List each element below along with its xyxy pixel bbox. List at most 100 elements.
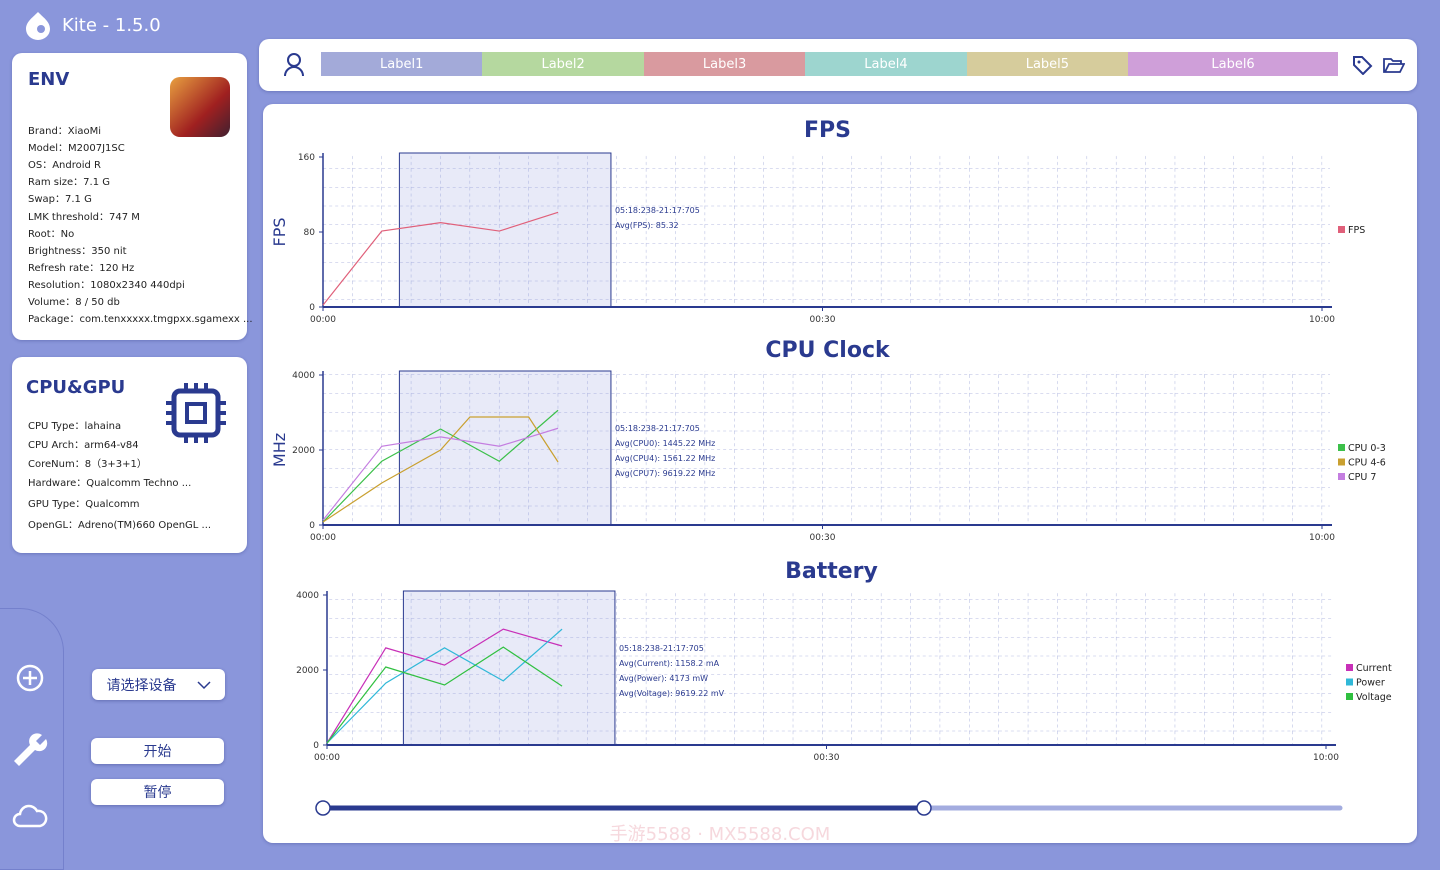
- annotation: Avg(Power): 4173 mW: [619, 674, 708, 683]
- y-axis-label: MHz: [270, 433, 289, 467]
- legend-swatch: [1338, 226, 1345, 233]
- series-line: [322, 211, 559, 306]
- cpu-row: GPU Type：Qualcomm: [28, 499, 140, 510]
- cpu-row: Hardware：Qualcomm Techno ...: [28, 478, 192, 489]
- annotation: Avg(Current): 1158.2 mA: [619, 659, 720, 668]
- annotation: Avg(Voltage): 9619.22 mV: [619, 689, 725, 698]
- legend-label: CPU 7: [1348, 472, 1376, 483]
- y-tick-label: 2000: [292, 446, 315, 456]
- label-list: Label1 Label2 Label3 Label4 Label5 Label6: [321, 52, 1338, 76]
- annotation: Avg(CPU0): 1445.22 MHz: [615, 439, 715, 448]
- legend-swatch: [1346, 678, 1353, 686]
- annotation: 05:18:238-21:17:705: [615, 424, 700, 433]
- y-tick-label: 2000: [296, 666, 319, 676]
- env-row: LMK threshold：747 M: [28, 211, 140, 223]
- legend-label: CPU 4-6: [1348, 458, 1386, 469]
- highlight-range: [398, 370, 612, 526]
- x-tick-label: 10:00: [1309, 533, 1335, 543]
- env-row: Ram size：7.1 G: [28, 177, 110, 189]
- y-axis-label: FPS: [270, 217, 289, 246]
- annotation: Avg(FPS): 85.32: [615, 221, 679, 230]
- env-row: Brand：XiaoMi: [28, 126, 102, 137]
- add-button[interactable]: [16, 664, 44, 692]
- y-tick-label: 0: [309, 521, 315, 531]
- cpu-gpu-card: CPU&GPU CPU Type：lahaina CPU Arch：arm64-v…: [12, 357, 247, 553]
- legend-swatch: [1338, 473, 1345, 480]
- legend-swatch: [1338, 458, 1345, 466]
- legend-swatch: [1338, 444, 1345, 451]
- tag-icon[interactable]: [1352, 55, 1374, 75]
- cpu-row: CoreNum：8（3+3+1）: [28, 459, 147, 470]
- y-tick-label: 80: [304, 228, 316, 238]
- x-tick-label: 00:30: [810, 315, 836, 325]
- annotation: 05:18:238-21:17:705: [619, 644, 704, 653]
- series-line: [326, 628, 563, 744]
- label-tab[interactable]: Label3: [643, 52, 806, 76]
- env-row: Refresh rate：120 Hz: [28, 262, 135, 274]
- env-row: Swap：7.1 G: [28, 194, 92, 206]
- legend-label: Voltage: [1356, 692, 1392, 703]
- button-text: 暂停: [143, 785, 172, 801]
- x-tick-label: 00:30: [814, 753, 840, 763]
- env-row: Brightness：350 nit: [28, 245, 127, 257]
- card-title: CPU&GPU: [26, 377, 126, 398]
- series-line: [326, 646, 563, 744]
- button-text: 开始: [143, 744, 172, 760]
- user-icon[interactable]: [283, 53, 305, 77]
- label-tab[interactable]: Label2: [482, 52, 644, 76]
- select-text: 请选择设备: [106, 677, 177, 694]
- legend-swatch: [1346, 693, 1353, 700]
- chevron: [196, 680, 211, 689]
- label-tab[interactable]: Label5: [966, 52, 1129, 76]
- app-title: Kite - 1.5.0: [62, 14, 161, 36]
- env-row: Package：com.tenxxxxx.tmgpxx.sgamexx ...: [28, 314, 253, 326]
- annotation: Avg(CPU7): 9619.22 MHz: [615, 469, 715, 478]
- y-tick-label: 4000: [296, 591, 319, 601]
- minor-grid: [327, 591, 1334, 745]
- title-bar: Kite - 1.5.0: [24, 10, 161, 40]
- side-nav: [0, 608, 64, 870]
- legend-label: Power: [1356, 678, 1385, 689]
- y-tick-label: 160: [298, 153, 315, 163]
- game-icon: [170, 77, 230, 137]
- env-row: Volume：8 / 50 db: [28, 297, 120, 308]
- slider[interactable]: [315, 800, 1343, 816]
- cpu-row: OpenGL：Adreno(TM)660 OpenGL ...: [28, 520, 212, 531]
- x-tick-label: 00:30: [810, 533, 836, 543]
- x-tick-label: 10:00: [1309, 315, 1335, 325]
- env-row: Model：M2007J1SC: [28, 143, 125, 155]
- chart-title: Battery: [785, 559, 878, 584]
- cpu-row: CPU Type：lahaina: [28, 421, 122, 432]
- nav-icons: [12, 664, 48, 828]
- start-button[interactable]: 开始: [91, 738, 224, 764]
- device-select[interactable]: 请选择设备: [92, 669, 225, 700]
- x-tick-label: 10:00: [1313, 753, 1339, 763]
- y-tick-label: 4000: [292, 371, 315, 381]
- x-tick-label: 00:00: [314, 753, 340, 763]
- env-row: Resolution：1080x2340 440dpi: [28, 279, 185, 291]
- legend-label: FPS: [1348, 225, 1365, 236]
- pause-button[interactable]: 暂停: [91, 779, 224, 805]
- highlight-range: [398, 152, 612, 308]
- label-tab[interactable]: Label6: [1128, 52, 1338, 76]
- folder-icon[interactable]: [1383, 56, 1405, 74]
- annotation: Avg(CPU4): 1561.22 MHz: [615, 454, 715, 463]
- legend-swatch: [1346, 664, 1353, 671]
- y-tick-label: 0: [313, 741, 319, 751]
- label-tab[interactable]: Label4: [805, 52, 967, 76]
- tools-button[interactable]: [14, 733, 48, 766]
- series-line: [322, 409, 559, 523]
- env-card: ENV Brand：XiaoMi Model：M2007J1SC OS：Androi…: [12, 53, 253, 340]
- label-tab[interactable]: Label1: [321, 52, 483, 76]
- cloud-button[interactable]: [12, 804, 48, 828]
- env-row: OS：Android R: [28, 160, 102, 172]
- watermark: 手游5588 · MX5588.COM: [610, 824, 831, 845]
- chip-icon: [166, 383, 226, 443]
- chart-title: CPU Clock: [765, 338, 891, 363]
- highlight-range: [402, 590, 616, 746]
- legend-label: CPU 0-3: [1348, 443, 1386, 454]
- series-line: [326, 628, 563, 744]
- annotation: 05:18:238-21:17:705: [615, 206, 700, 215]
